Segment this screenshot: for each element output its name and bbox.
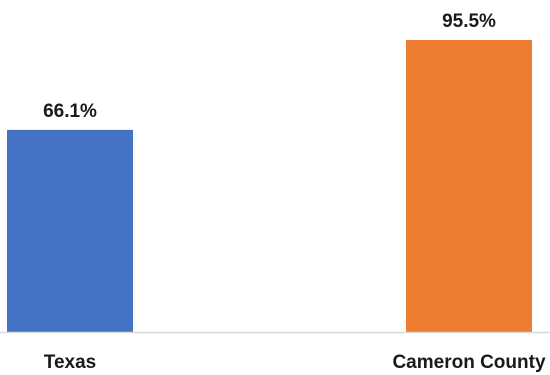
category-labels-group: Texas Cameron County <box>44 352 546 373</box>
bar-cameron-county <box>406 40 532 332</box>
category-label-cameron-county: Cameron County <box>392 352 546 373</box>
bar-texas <box>7 129 133 332</box>
data-label-texas: 66.1% <box>43 101 97 122</box>
category-label-texas: Texas <box>44 352 96 373</box>
bars-group <box>7 40 532 332</box>
data-labels-group: 66.1% 95.5% <box>43 11 496 122</box>
data-label-cameron-county: 95.5% <box>442 11 496 32</box>
